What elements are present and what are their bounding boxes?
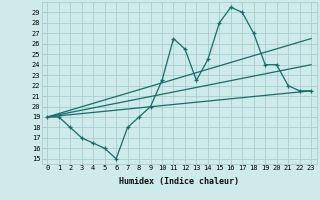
X-axis label: Humidex (Indice chaleur): Humidex (Indice chaleur) — [119, 177, 239, 186]
